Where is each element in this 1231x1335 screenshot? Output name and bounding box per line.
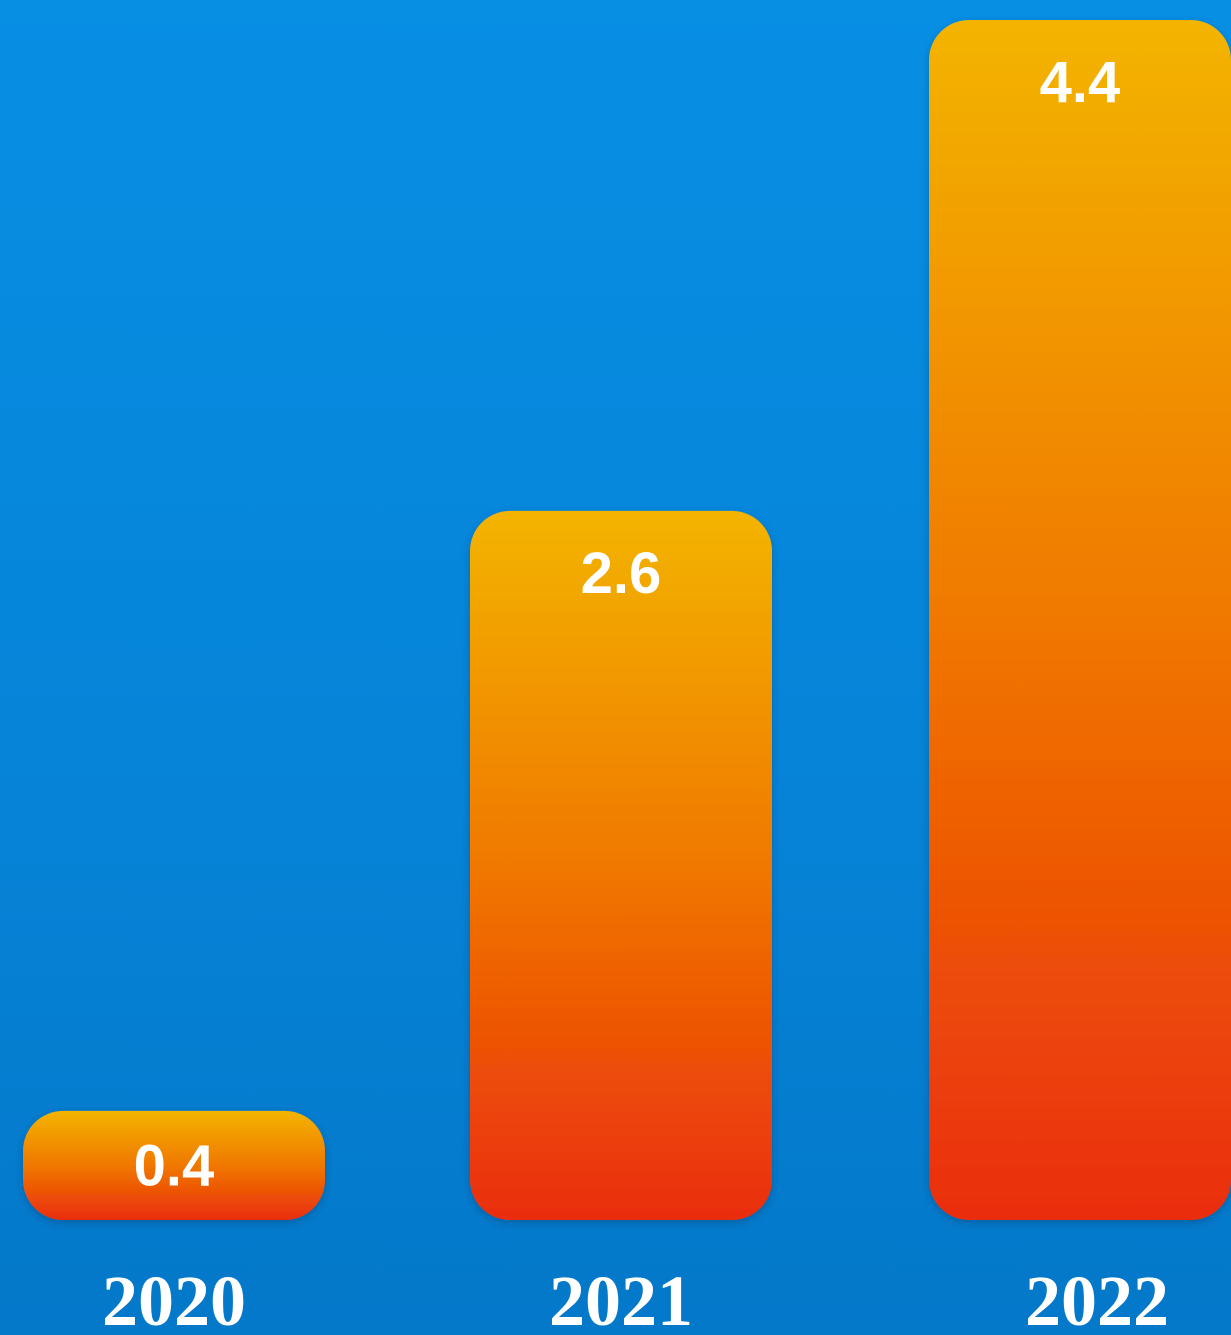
bar-2021	[470, 510, 772, 1221]
bar-2020	[23, 1110, 325, 1220]
data-label-2020: 0.4	[134, 1133, 215, 1198]
data-label-2022: 4.4	[1040, 50, 1121, 115]
labels-layer: 0.4 2020 2.6 2021 4.4 2022	[102, 50, 1169, 1335]
x-tick-label-2022: 2022	[1025, 1261, 1169, 1335]
bars-layer	[23, 20, 1231, 1221]
x-tick-label-2021: 2021	[549, 1261, 693, 1335]
x-tick-label-2020: 2020	[102, 1261, 246, 1335]
bar-2022	[929, 20, 1231, 1220]
data-label-2021: 2.6	[581, 541, 662, 606]
